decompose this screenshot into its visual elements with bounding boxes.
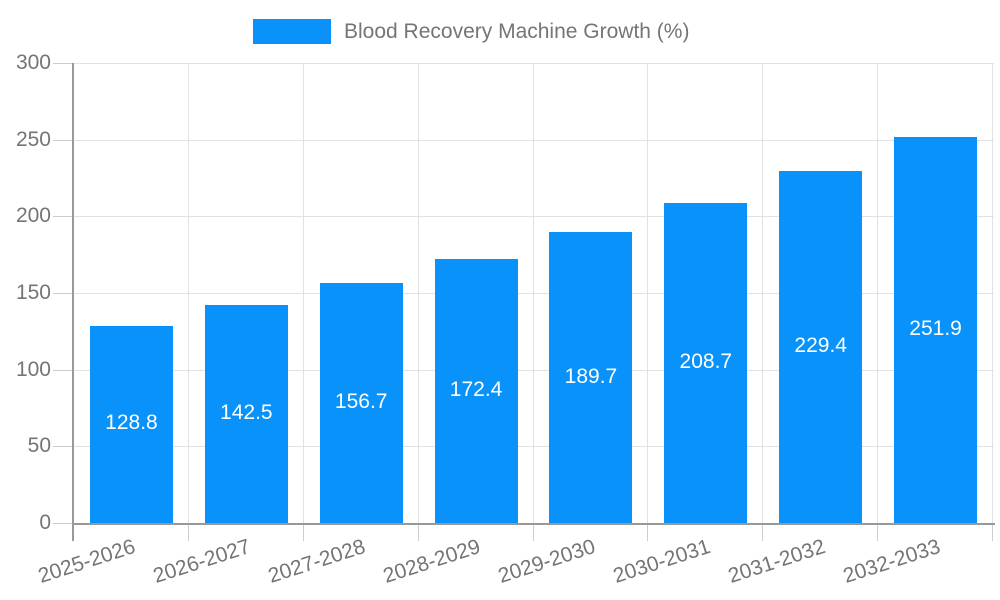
x-axis-tick: [303, 525, 304, 541]
y-axis-tick: [53, 293, 73, 294]
legend-label: Blood Recovery Machine Growth (%): [344, 20, 690, 43]
legend-swatch: [253, 19, 331, 44]
x-axis-tick: [877, 525, 878, 541]
y-axis-tick: [53, 140, 73, 141]
h-gridline: [74, 63, 994, 64]
y-axis-tick-label: 250: [15, 128, 51, 151]
plot-area: 0 50 100 150 200 250 300 128.8 142.5 156.7 172.4 18…: [16, 51, 995, 588]
bar[interactable]: 156.7: [319, 282, 403, 523]
y-axis-tick-label: 150: [15, 281, 51, 304]
x-axis-tick: [992, 525, 993, 541]
x-axis-tick: [418, 525, 419, 541]
v-gridline: [877, 63, 878, 523]
bar-value-label: 229.4: [794, 334, 847, 358]
bar-value-label: 189.7: [564, 364, 618, 388]
h-gridline: [74, 140, 994, 141]
bar[interactable]: 128.8: [89, 325, 173, 523]
y-axis-tick: [53, 446, 73, 447]
y-axis-tick-label: 200: [15, 204, 51, 227]
v-gridline: [303, 63, 304, 523]
y-axis-tick: [53, 370, 73, 371]
bar[interactable]: 189.7: [549, 232, 633, 523]
y-axis-tick: [53, 63, 73, 64]
v-gridline: [188, 63, 189, 523]
x-axis-tick: [647, 525, 648, 541]
bar-value-label: 251.9: [909, 316, 962, 340]
x-axis-tick: [533, 525, 534, 541]
v-gridline: [762, 63, 763, 523]
y-axis-tick-label: 100: [15, 358, 51, 381]
bar[interactable]: 172.4: [434, 258, 518, 523]
bar[interactable]: 251.9: [894, 136, 978, 523]
bar-value-label: 156.7: [334, 389, 388, 413]
y-axis-tick-label: 50: [27, 434, 51, 457]
y-axis-tick-label: 300: [15, 51, 51, 74]
v-gridline: [992, 63, 993, 523]
y-axis-tick-label: 0: [39, 511, 51, 534]
h-gridline: [74, 370, 994, 371]
bar-value-label: 208.7: [679, 350, 733, 373]
bar-value-label: 142.5: [220, 400, 273, 424]
legend-item[interactable]: Blood Recovery Machine Growth (%): [253, 19, 689, 44]
x-axis-line: [72, 523, 995, 525]
v-gridline: [533, 63, 534, 523]
h-gridline: [74, 216, 994, 217]
v-gridline: [418, 63, 419, 523]
y-axis-line: [72, 63, 74, 541]
y-axis-tick: [53, 523, 73, 524]
bar-value-label: 172.4: [449, 377, 503, 401]
bar-value-label: 128.8: [105, 411, 158, 435]
h-gridline: [74, 446, 994, 447]
y-axis-tick: [53, 216, 73, 217]
bar[interactable]: 142.5: [204, 304, 288, 523]
v-gridline: [647, 63, 648, 523]
x-axis-tick: [188, 525, 189, 541]
h-gridline: [74, 293, 994, 294]
bar[interactable]: 229.4: [779, 171, 863, 523]
bar[interactable]: 208.7: [664, 203, 748, 523]
x-axis-tick: [762, 525, 763, 541]
